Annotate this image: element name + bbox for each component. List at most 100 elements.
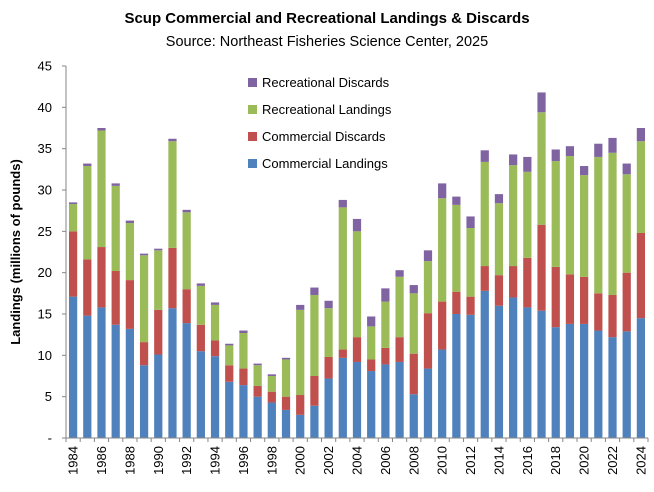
bar-commercial-landings-1991 <box>168 308 177 438</box>
bar-commercial-discards-2021 <box>594 293 603 331</box>
bar-recreational-landings-2010 <box>438 198 447 302</box>
bars <box>68 92 646 438</box>
bar-commercial-landings-1988 <box>125 328 134 438</box>
bar-recreational-discards-1989 <box>139 253 149 256</box>
bar-recreational-landings-2009 <box>423 261 433 314</box>
legend: Recreational Discards Recreational Landin… <box>248 75 392 171</box>
bar-recreational-discards-2005 <box>367 316 376 327</box>
bar-commercial-landings-2021 <box>594 330 603 438</box>
x-tick-label: 2024 <box>633 446 648 475</box>
bar-commercial-discards-2016 <box>523 257 532 308</box>
bar-recreational-discards-1984 <box>68 202 78 205</box>
bar-recreational-landings-2021 <box>594 156 603 294</box>
bar-recreational-discards-2023 <box>622 163 631 175</box>
bar-recreational-landings-2014 <box>494 203 504 276</box>
bar-recreational-landings-2007 <box>395 276 404 338</box>
bar-commercial-landings-1984 <box>68 296 78 438</box>
bar-commercial-landings-2014 <box>494 305 504 438</box>
bar-recreational-discards-2011 <box>452 196 461 205</box>
bar-recreational-landings-1991 <box>168 141 177 248</box>
bar-commercial-landings-1993 <box>196 351 205 438</box>
y-tick-label: 20 <box>38 265 52 280</box>
legend-swatch-commercial-discards <box>248 132 257 141</box>
bar-recreational-landings-1996 <box>239 333 248 369</box>
bar-commercial-discards-2014 <box>494 275 504 306</box>
x-tick-label: 2006 <box>378 446 393 475</box>
x-tick-label: 1988 <box>122 446 137 475</box>
bar-commercial-discards-1987 <box>111 271 120 325</box>
bar-recreational-landings-1984 <box>68 204 78 232</box>
bar-recreational-landings-1999 <box>281 359 291 397</box>
bar-commercial-discards-2007 <box>395 337 404 362</box>
bar-recreational-discards-2024 <box>636 128 646 142</box>
bar-commercial-landings-2023 <box>622 331 631 438</box>
bar-recreational-discards-2019 <box>565 146 575 157</box>
bar-commercial-landings-1996 <box>239 385 248 438</box>
y-tick-label: 25 <box>38 224 52 239</box>
bar-recreational-landings-2002 <box>324 308 333 357</box>
bar-commercial-discards-2012 <box>466 296 475 315</box>
bar-recreational-discards-1998 <box>267 374 276 376</box>
bar-commercial-discards-1997 <box>253 385 262 397</box>
bar-commercial-discards-1988 <box>125 280 134 329</box>
x-tick-label: 2010 <box>435 446 450 475</box>
bar-commercial-landings-1986 <box>97 307 106 438</box>
bar-recreational-landings-1993 <box>196 285 205 325</box>
x-tick-label: 1986 <box>94 446 109 475</box>
x-tick-label: 2002 <box>321 446 336 475</box>
bar-commercial-discards-1995 <box>225 365 234 382</box>
x-tick-label: 2016 <box>520 446 535 475</box>
bar-recreational-discards-2017 <box>537 92 546 113</box>
bar-commercial-landings-2018 <box>551 327 560 438</box>
bar-commercial-landings-1985 <box>83 315 92 438</box>
bar-commercial-landings-2004 <box>352 361 362 438</box>
bar-recreational-landings-2019 <box>565 156 575 275</box>
bar-commercial-landings-2012 <box>466 314 475 438</box>
bar-commercial-landings-2011 <box>452 314 461 438</box>
x-tick-label: 2014 <box>491 446 506 475</box>
x-tick-label: 1998 <box>264 446 279 475</box>
bar-commercial-discards-2010 <box>438 301 447 350</box>
legend-swatch-commercial-landings <box>248 159 257 168</box>
legend-label-recreational-landings: Recreational Landings <box>262 102 392 117</box>
bar-recreational-landings-2022 <box>608 152 617 295</box>
y-tick-label: - <box>48 431 52 446</box>
bar-commercial-discards-2005 <box>367 359 376 372</box>
bar-recreational-discards-2001 <box>310 287 319 295</box>
bar-recreational-landings-2012 <box>466 228 475 297</box>
bar-commercial-discards-2002 <box>324 356 333 379</box>
bar-recreational-discards-1994 <box>210 302 220 305</box>
bar-recreational-discards-1985 <box>83 163 92 167</box>
bar-recreational-discards-1991 <box>168 138 177 142</box>
bar-commercial-landings-2016 <box>523 307 532 438</box>
bar-recreational-landings-2006 <box>381 301 390 348</box>
bar-commercial-discards-1991 <box>168 247 177 309</box>
bar-recreational-discards-2021 <box>594 143 603 157</box>
bar-recreational-discards-1997 <box>253 363 262 366</box>
bar-recreational-landings-1992 <box>182 212 191 290</box>
bar-recreational-landings-2023 <box>622 174 631 273</box>
y-tick-label: 45 <box>38 59 52 74</box>
chart-title: Scup Commercial and Recreational Landing… <box>124 10 529 27</box>
bar-commercial-landings-2017 <box>537 310 546 438</box>
bar-recreational-landings-2020 <box>580 175 589 277</box>
bar-commercial-discards-2020 <box>580 276 589 324</box>
bar-recreational-landings-2005 <box>367 326 376 360</box>
bar-commercial-discards-2022 <box>608 294 617 338</box>
bar-recreational-landings-1998 <box>267 376 276 392</box>
bar-commercial-discards-1986 <box>97 247 106 308</box>
bar-commercial-landings-2010 <box>438 349 447 438</box>
bar-recreational-discards-1993 <box>196 283 205 286</box>
y-tick-label: 40 <box>38 100 52 115</box>
bar-recreational-discards-2006 <box>381 288 390 302</box>
bar-recreational-landings-1997 <box>253 365 262 386</box>
y-tick-label: 30 <box>38 183 52 198</box>
bar-recreational-landings-2008 <box>409 293 418 354</box>
bar-commercial-landings-1995 <box>225 381 234 438</box>
x-tick-label: 2018 <box>548 446 563 475</box>
legend-swatch-recreational-discards <box>248 78 257 87</box>
bar-commercial-landings-2015 <box>509 297 518 438</box>
legend-swatch-recreational-landings <box>248 105 257 114</box>
bar-recreational-discards-2016 <box>523 156 532 172</box>
